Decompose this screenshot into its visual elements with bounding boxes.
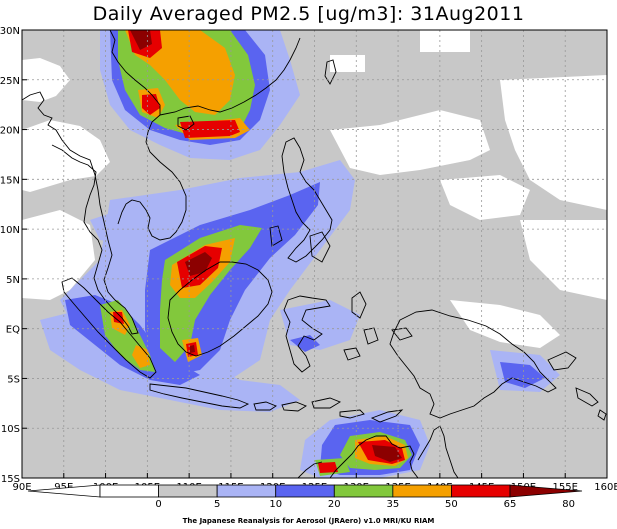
colorbar-label: 0 [155,499,161,510]
colorbar: 0 5 10 20 35 50 65 80 [27,484,583,510]
lat-tick-label: 5S [7,374,20,385]
colorbar-label: 20 [328,499,341,510]
colorbar-label: 5 [214,499,220,510]
lon-tick-label: 90E [12,482,31,493]
colorbar-box [275,484,335,498]
colorbar-label: 10 [269,499,282,510]
lat-tick-label: EQ [6,325,20,336]
colorbar-box [216,484,277,498]
colorbar-label: 65 [504,499,517,510]
coastlines [22,30,607,478]
colorbar-box [333,484,394,498]
latitude-axis: 30N 25N 20N 15N 10N 5N EQ 5S 10S 15S [0,26,27,485]
lat-tick-label: 5N [6,275,20,286]
colorbar-box [451,484,511,498]
lat-tick-label: 30N [0,26,20,37]
lat-tick-label: 10N [0,225,20,236]
lat-tick-label: 25N [0,76,20,87]
colorbar-label: 35 [386,499,399,510]
colorbar-box [392,484,452,498]
lon-tick-label: 95E [54,482,73,493]
colorbar-label: 80 [562,499,575,510]
map-panel [21,29,608,479]
colorbar-high-cap [509,484,583,498]
lon-tick-label: 160E [594,482,617,493]
lat-tick-label: 15S [1,474,20,485]
colorbar-box [158,484,218,498]
lon-tick-label: 155E [553,482,578,493]
data-credit: The Japanese Reanalysis for Aerosol (JRA… [182,517,435,525]
map-title: Daily Averaged PM2.5 [ug/m3]: 31Aug2011 [92,3,525,25]
lat-tick-label: 10S [1,424,20,435]
colorbar-label: 50 [445,499,458,510]
colorbar-box [99,484,159,498]
lat-tick-label: 20N [0,126,20,137]
lat-tick-label: 15N [0,175,20,186]
